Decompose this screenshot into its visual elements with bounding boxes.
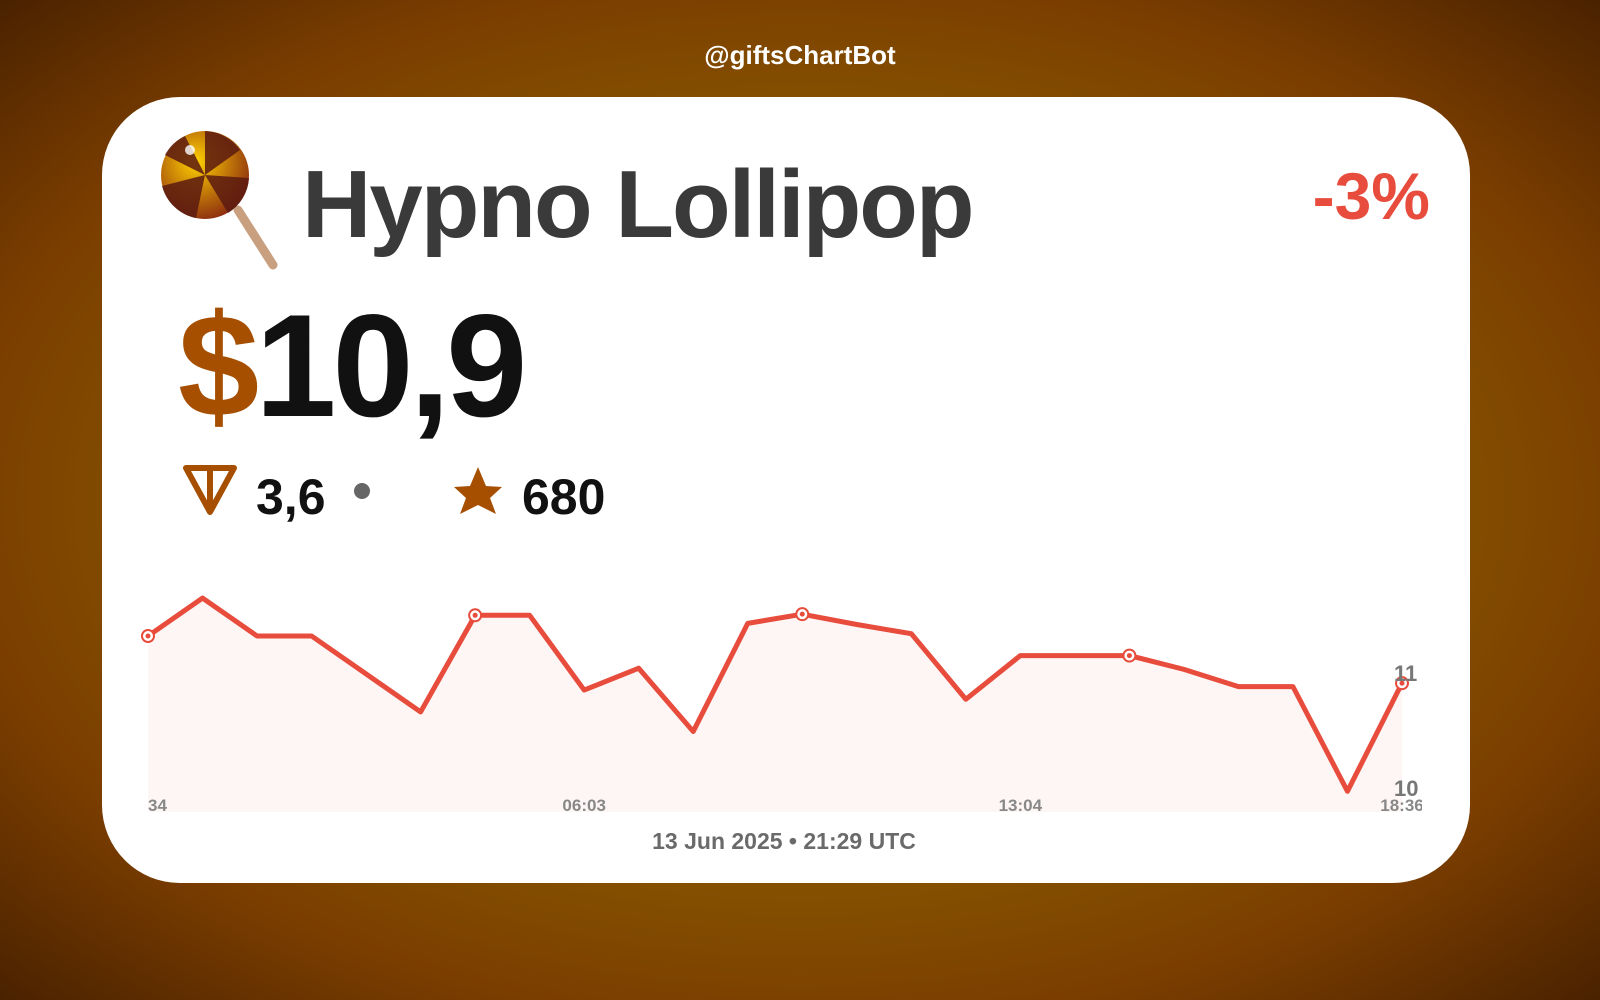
change-percent: -3% (1312, 159, 1430, 233)
area (148, 598, 1402, 812)
x-tick-label: 06:03 (562, 796, 605, 815)
status-dot (354, 483, 370, 499)
y-tick-label: 11 (1394, 661, 1417, 686)
card (102, 97, 1470, 883)
point-dot (145, 633, 151, 639)
star-icon (454, 467, 502, 514)
ton-icon (183, 465, 237, 515)
ton-price: 3,6 (256, 469, 326, 525)
point-dot (1399, 680, 1405, 686)
x-tick-label: 18:36 (1380, 796, 1423, 815)
lollipop-icon (161, 131, 278, 270)
bot-name: @giftsChartBot (704, 40, 896, 70)
point-dot (1126, 653, 1132, 659)
x-tick-label: 13:04 (999, 796, 1043, 815)
point-dot (472, 612, 478, 618)
gift-title: Hypno Lollipop (302, 151, 975, 258)
point-dot (799, 611, 805, 617)
y-tick-label: 10 (1394, 776, 1418, 801)
price-line (146, 595, 1405, 794)
price: $10,9 (178, 282, 527, 450)
x-tick-label: 34 (148, 796, 167, 815)
timestamp: 13 Jun 2025 • 21:29 UTC (652, 828, 916, 854)
price-value: 10,9 (255, 284, 527, 447)
stars-price: 680 (522, 469, 606, 525)
currency: $ (178, 284, 259, 447)
